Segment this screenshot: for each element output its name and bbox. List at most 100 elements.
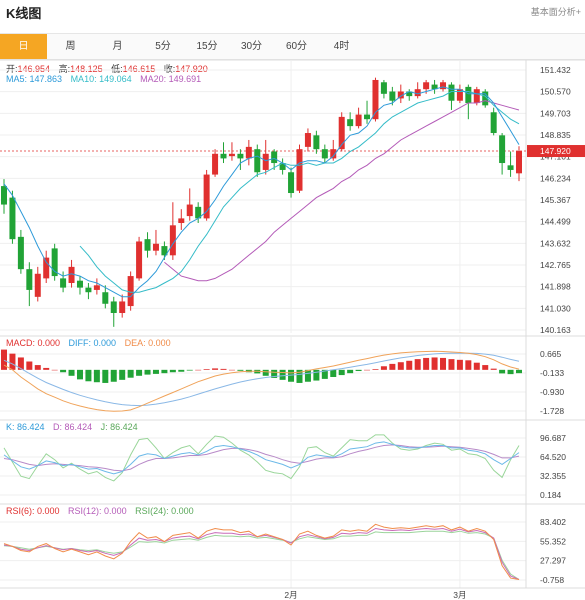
tab-week[interactable]: 周 [65, 41, 76, 52]
macd-bar [152, 369, 159, 374]
candle-body [161, 246, 168, 256]
macd-bar [178, 369, 185, 372]
ma5-label: MA5: 147.863 [6, 74, 63, 84]
macd-bar [423, 357, 430, 370]
macd-bar [60, 369, 67, 373]
j-line [3, 434, 520, 482]
y-tick-label: 150.570 [540, 87, 571, 97]
y-tick-label: 151.432 [540, 65, 571, 75]
macd-bar [473, 362, 480, 370]
macd-bar [161, 369, 168, 374]
y-tick-label: 148.835 [540, 130, 571, 140]
macd-bar [406, 360, 413, 370]
candle-body [279, 163, 286, 170]
diff-label: DIFF: 0.000 [68, 338, 117, 348]
timeframe-tabs: 日 周 月 5分 15分 30分 60分 4时 [0, 33, 585, 60]
candle-body [380, 82, 387, 94]
candle-body [406, 91, 413, 97]
tab-5min[interactable]: 5分 [155, 41, 171, 52]
candle-body [17, 236, 24, 270]
candle-body [414, 89, 421, 97]
candle-body [516, 151, 522, 174]
y-tick-label: -0.930 [540, 387, 564, 397]
y-tick-label: 149.703 [540, 108, 571, 118]
macd-bar [110, 369, 117, 382]
candle-body [507, 165, 514, 170]
macd-bar [516, 369, 522, 374]
macd-bar [254, 369, 261, 374]
y-tick-label: 145.367 [540, 195, 571, 205]
y-tick-label: 0.665 [540, 349, 562, 359]
y-tick-label: 83.402 [540, 517, 566, 527]
y-tick-label: -0.758 [540, 575, 564, 585]
close-value: 收:147.920 [163, 64, 208, 74]
tab-month[interactable]: 月 [112, 41, 123, 52]
candle-body [169, 225, 176, 256]
ma10-label: MA10: 149.064 [70, 74, 132, 84]
rsi12-line [3, 527, 520, 580]
candle-body [288, 172, 295, 194]
macd-bar [34, 365, 41, 370]
macd-bar [144, 369, 151, 375]
candle-body [152, 243, 159, 251]
macd-bar [237, 369, 244, 371]
candle-body [26, 269, 33, 290]
candle-body [119, 301, 126, 313]
candle-body [127, 276, 134, 307]
ma10-line [79, 91, 520, 293]
fundamentals-link[interactable]: 基本面分析+ [530, 7, 581, 17]
dea-label: DEA: 0.000 [124, 338, 171, 348]
y-tick-label: 140.163 [540, 325, 571, 335]
last-price-text: 147.920 [540, 146, 571, 156]
y-tick-label: 147.101 [540, 152, 571, 162]
macd-bar [119, 369, 126, 380]
candle-body [490, 112, 497, 134]
y-tick-label: 141.898 [540, 282, 571, 292]
candle-body [60, 278, 67, 288]
candle-body [440, 82, 447, 90]
candle-body [364, 114, 371, 120]
tab-day[interactable]: 日 [0, 34, 47, 59]
macd-bar [195, 369, 202, 371]
macd-bar [228, 369, 235, 371]
x-tick-label: 3月 [453, 590, 466, 600]
macd-bar [296, 369, 303, 383]
candle-body [136, 241, 143, 279]
low-value: 低:146.615 [111, 64, 156, 74]
candle-body [423, 82, 430, 90]
macd-bar [347, 369, 354, 374]
y-tick-label: 146.234 [540, 173, 571, 183]
y-tick-label: 64.520 [540, 452, 566, 462]
macd-bar [321, 369, 328, 379]
y-tick-label: 27.297 [540, 556, 566, 566]
y-tick-label: 55.352 [540, 536, 566, 546]
tab-15min[interactable]: 15分 [196, 41, 218, 52]
macd-bar [456, 359, 463, 370]
tab-4hour[interactable]: 4时 [333, 41, 350, 52]
macd-bar [271, 369, 278, 378]
macd-bar [76, 369, 83, 380]
macd-label: MACD: 0.000 [6, 338, 61, 348]
macd-bar [414, 359, 421, 370]
macd-bar [355, 369, 362, 372]
candle-body [228, 153, 235, 157]
macd-bar [136, 369, 143, 376]
candle-body [456, 89, 463, 101]
k-line [3, 441, 520, 475]
macd-bar [397, 362, 404, 370]
candle-body [473, 89, 480, 104]
macd-bar [85, 369, 92, 382]
tab-30min[interactable]: 30分 [240, 41, 263, 52]
macd-bar [389, 363, 396, 370]
page-title: K线图 [6, 6, 42, 21]
tab-60min[interactable]: 60分 [285, 41, 308, 52]
ma20-line [164, 100, 520, 282]
macd-bar [482, 365, 489, 370]
open-value: 开:146.954 [6, 64, 51, 74]
macd-bar [465, 360, 472, 370]
macd-legend: MACD: 0.000 DIFF: 0.000 DEA: 0.000 [6, 338, 177, 348]
candle-body [203, 174, 210, 219]
candle-body [482, 91, 489, 106]
y-tick-label: -0.133 [540, 368, 564, 378]
candle-body [144, 239, 151, 251]
